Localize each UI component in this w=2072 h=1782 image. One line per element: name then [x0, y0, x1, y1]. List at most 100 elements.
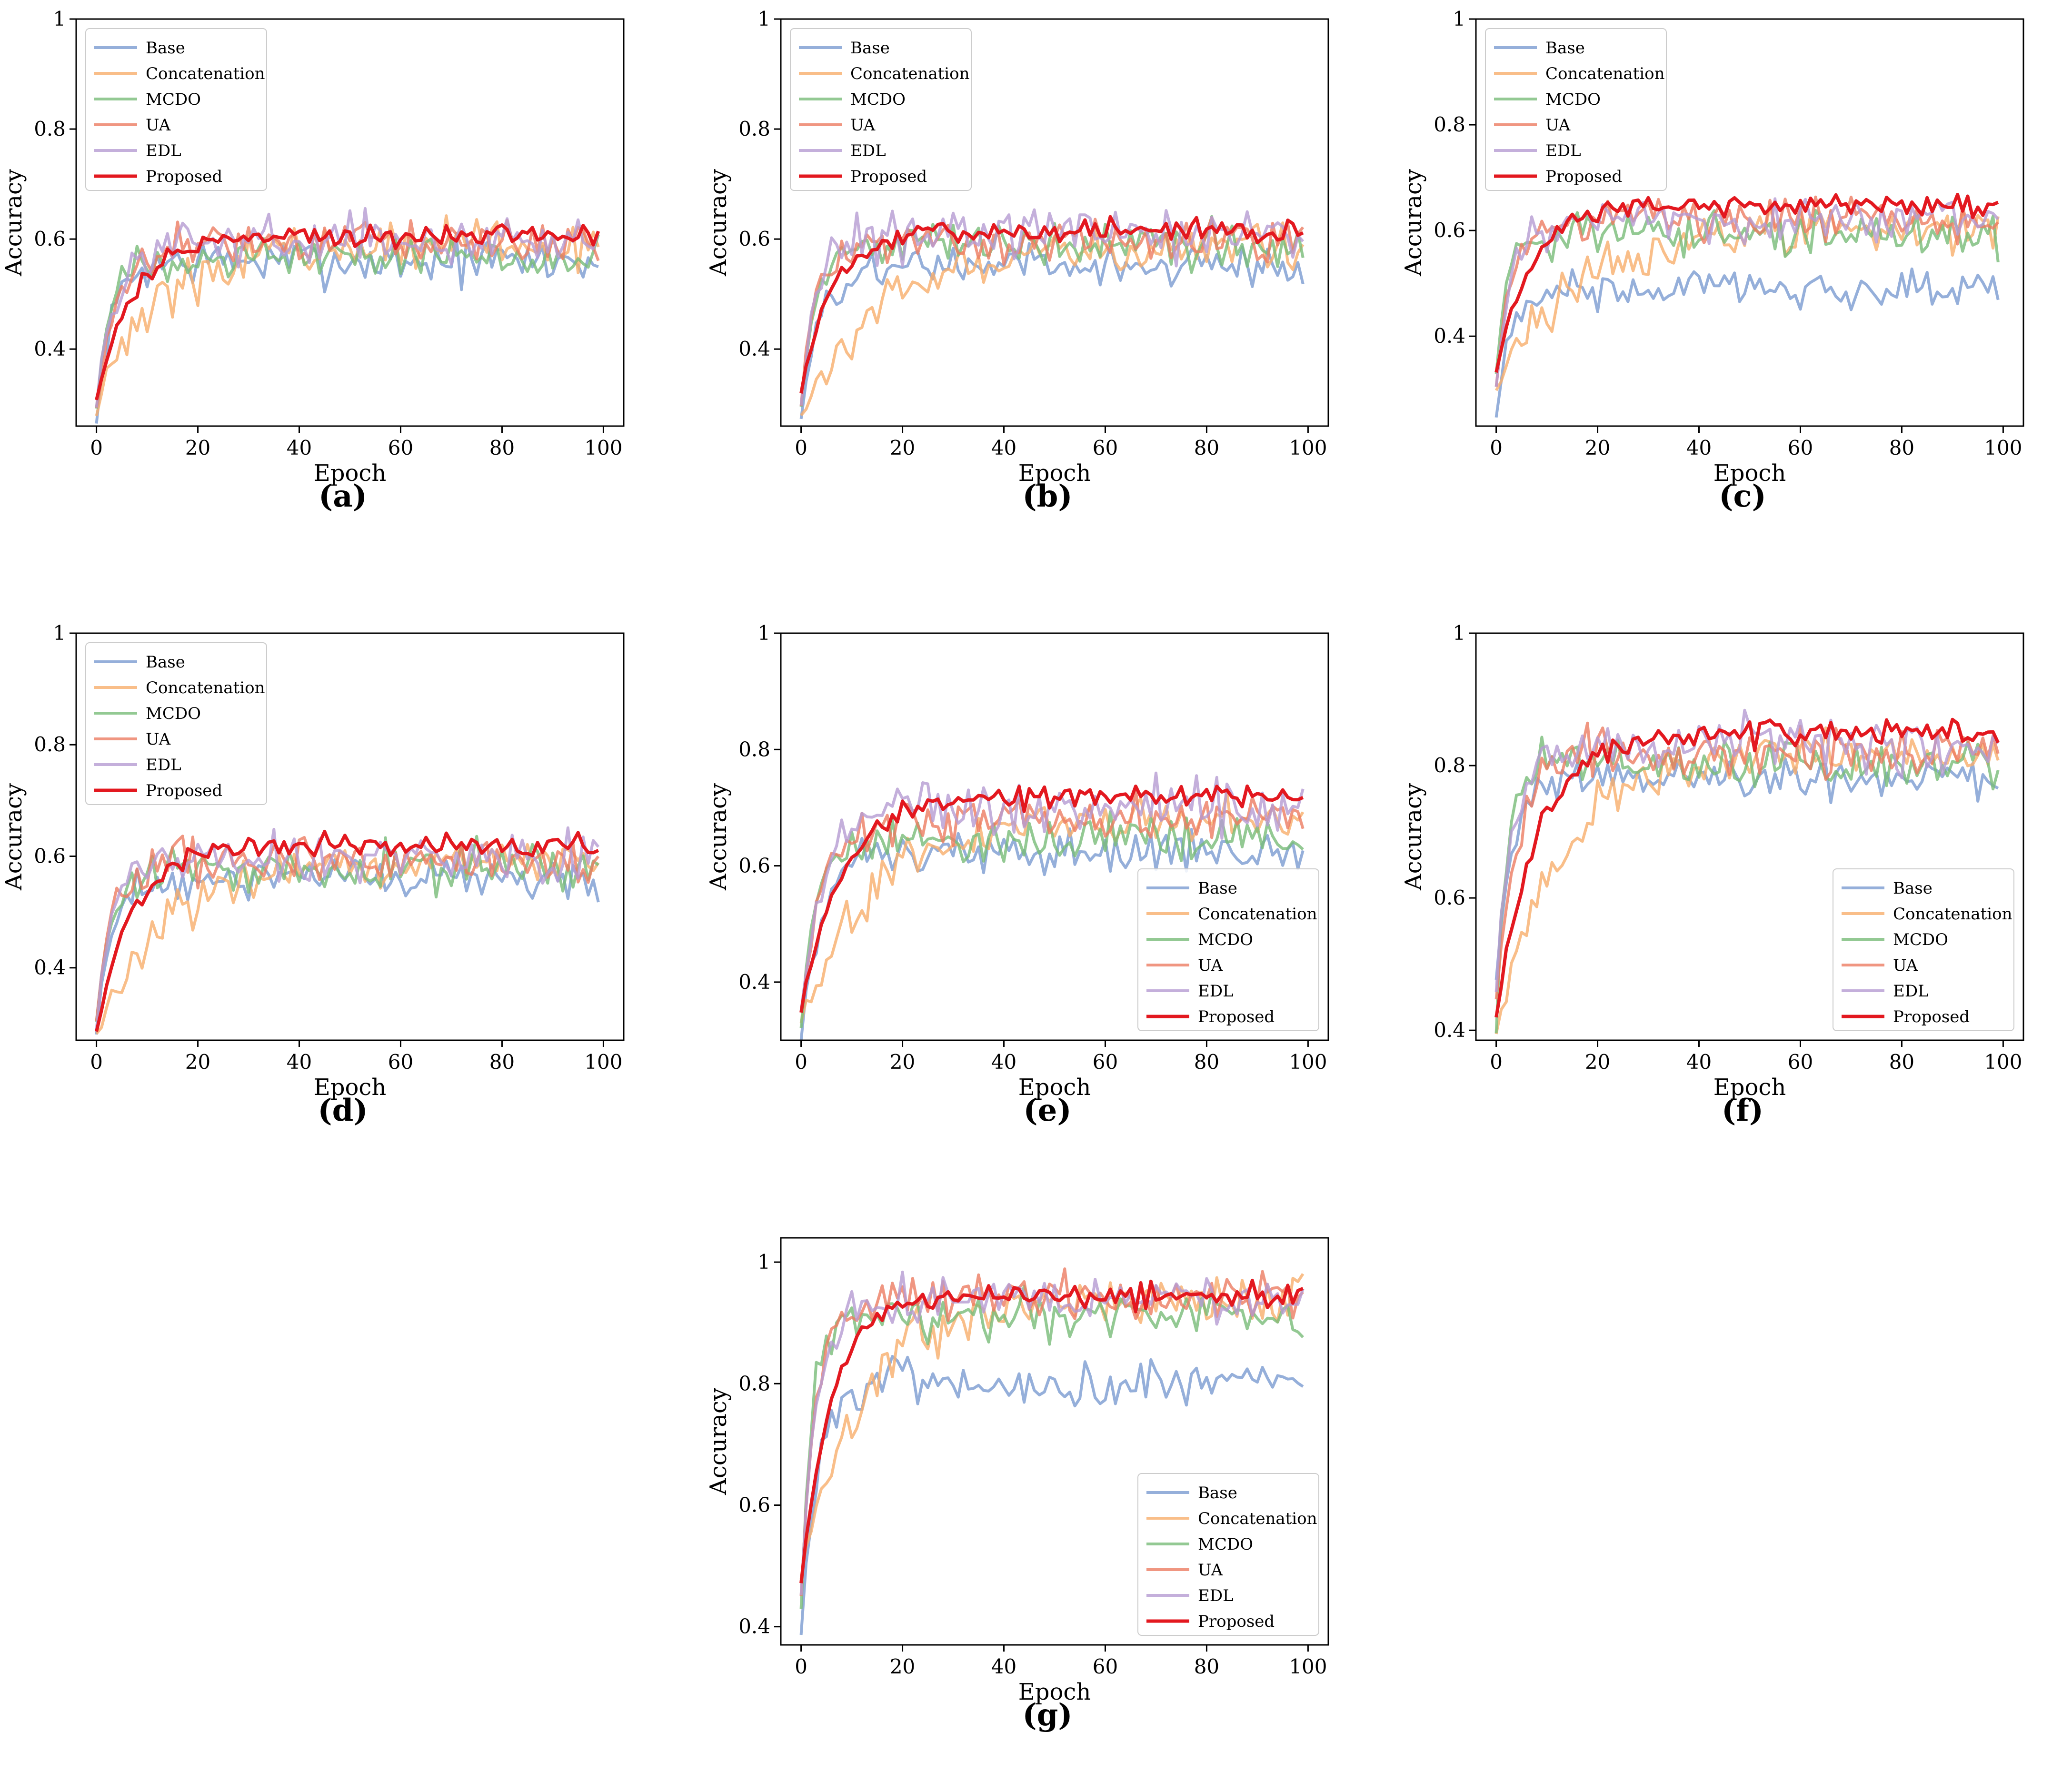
- chart-b-xtick-label: 20: [890, 436, 915, 459]
- chart-e-xtick-label: 80: [1194, 1050, 1219, 1074]
- chart-c-xtick-label: 20: [1585, 436, 1610, 459]
- chart-g-xtick-label: 0: [795, 1655, 807, 1678]
- chart-g-xtick-label: 80: [1194, 1655, 1219, 1678]
- chart-f-caption: (f): [1721, 1093, 1764, 1128]
- chart-d-series-proposed: [95, 829, 599, 1032]
- chart-a-legend-label-edl: EDL: [146, 141, 181, 160]
- chart-c-series-group: [1494, 193, 2000, 418]
- chart-a-series-group: [95, 207, 600, 424]
- chart-d-xtick-label: 20: [185, 1050, 210, 1074]
- chart-d-xtick-label: 100: [584, 1050, 622, 1074]
- chart-a-series-concatenation: [95, 214, 600, 417]
- chart-b-legend-label-base: Base: [850, 39, 890, 58]
- chart-f-ylabel: Accuracy: [1400, 783, 1427, 891]
- chart-g-legend-label-base: Base: [1198, 1483, 1237, 1503]
- chart-a-ylabel: Accuracy: [0, 169, 27, 277]
- chart-d-ylabel: Accuracy: [0, 783, 27, 891]
- chart-f-legend: Base Concatenation MCDO UA EDL Proposed: [1833, 868, 2014, 1031]
- chart-e-xtick-label: 40: [991, 1050, 1016, 1074]
- chart-f-xtick-label: 60: [1788, 1050, 1813, 1074]
- chart-a-legend-label-ua: UA: [146, 116, 171, 135]
- chart-d-series-base: [95, 857, 600, 1035]
- chart-g-legend-label-mcdo: MCDO: [1198, 1535, 1253, 1554]
- chart-b-series-proposed: [799, 215, 1304, 394]
- chart-panel-b: 0 20 40 60 80 100 0.4 0.6 0.8 1 Epoch Accuracy Base C…: [705, 0, 1390, 514]
- chart-c-xlabel: Epoch: [1713, 460, 1786, 487]
- chart-b-xtick-label: 60: [1093, 436, 1118, 459]
- chart-c-svg: 0 20 40 60 80 100 0.4 0.6 0.8 1 Epoch Accuracy Base C…: [1400, 7, 2024, 487]
- chart-b-xtick-label: 40: [991, 436, 1016, 459]
- chart-b-xtick-label: 80: [1194, 436, 1219, 459]
- chart-e-axes-frame: [780, 632, 1329, 1041]
- chart-c-xtick-label: 40: [1686, 436, 1712, 459]
- chart-d-xtick-label: 40: [287, 1050, 312, 1074]
- chart-panel-d: 0 20 40 60 80 100 0.4 0.6 0.8 1 Epoch Accuracy Base C…: [0, 614, 686, 1128]
- chart-e-xlabel: Epoch: [1018, 1074, 1091, 1101]
- chart-c-xtick-label: 60: [1788, 436, 1813, 459]
- chart-b-caption: (b): [1022, 478, 1073, 514]
- chart-a-ytick-label: 0.8: [34, 117, 66, 140]
- chart-b-ytick-label: 0.6: [738, 227, 770, 250]
- chart-d-xtick-label: 60: [388, 1050, 413, 1074]
- chart-e-svg: 0 20 40 60 80 100 0.4 0.6 0.8 1 Epoch Accuracy Base C…: [705, 621, 1329, 1101]
- chart-e-legend-label-proposed: Proposed: [1198, 1007, 1275, 1026]
- chart-e-legend: Base Concatenation MCDO UA EDL Proposed: [1137, 868, 1319, 1031]
- chart-a-xtick-label: 80: [489, 436, 515, 459]
- chart-a-ytick-label: 1: [53, 7, 66, 30]
- chart-a-legend: Base Concatenation MCDO UA EDL Proposed: [85, 28, 267, 191]
- chart-b-xtick-label: 0: [795, 436, 807, 459]
- chart-f-xlabel: Epoch: [1713, 1074, 1786, 1101]
- chart-b-legend: Base Concatenation MCDO UA EDL Proposed: [790, 28, 972, 191]
- chart-g-legend-label-ua: UA: [1198, 1561, 1223, 1580]
- chart-c-legend-label-proposed: Proposed: [1545, 167, 1622, 186]
- chart-c-ytick-label: 0.6: [1434, 219, 1465, 242]
- chart-c-legend-label-ua: UA: [1545, 116, 1571, 135]
- chart-g-xtick-label: 20: [890, 1655, 915, 1678]
- chart-c-legend-label-concatenation: Concatenation: [1545, 64, 1665, 83]
- chart-g-xtick-label: 100: [1289, 1655, 1327, 1678]
- chart-c-xtick-label: 100: [1984, 436, 2022, 459]
- chart-b-xtick-label: 100: [1289, 436, 1327, 459]
- chart-d-caption: (d): [318, 1093, 368, 1128]
- chart-g-series-base: [799, 1355, 1304, 1635]
- chart-panel-a: 0 20 40 60 80 100 0.4 0.6 0.8 1 Epoch Accuracy Base C…: [0, 0, 686, 514]
- chart-b-ytick-label: 1: [757, 7, 770, 30]
- chart-e-legend-label-edl: EDL: [1198, 982, 1234, 1001]
- chart-e-series-mcdo: [799, 810, 1304, 1028]
- chart-b-ylabel: Accuracy: [705, 169, 732, 277]
- chart-g-svg: 0 20 40 60 80 100 0.4 0.6 0.8 1 Epoch Accuracy Base C…: [705, 1237, 1329, 1705]
- chart-e-xtick-label: 60: [1093, 1050, 1118, 1074]
- chart-d-ytick-label: 0.8: [34, 733, 66, 756]
- chart-d-ytick-label: 0.6: [34, 844, 66, 867]
- chart-e-legend-label-ua: UA: [1198, 956, 1223, 975]
- chart-a-xtick-label: 100: [584, 436, 622, 459]
- chart-c-axes-frame: [1475, 18, 2024, 427]
- chart-f-ytick-label: 0.6: [1434, 886, 1465, 909]
- chart-a-series-proposed: [95, 223, 600, 400]
- chart-a-legend-label-proposed: Proposed: [146, 167, 222, 186]
- chart-e-xtick-label: 100: [1289, 1050, 1327, 1074]
- chart-f-svg: 0 20 40 60 80 100 0.4 0.6 0.8 1 Epoch Accuracy Base C…: [1400, 621, 2024, 1101]
- chart-g-ytick-label: 0.8: [738, 1372, 770, 1395]
- chart-d-svg: 0 20 40 60 80 100 0.4 0.6 0.8 1 Epoch Accuracy Base C…: [0, 621, 625, 1101]
- chart-b-svg: 0 20 40 60 80 100 0.4 0.6 0.8 1 Epoch Accuracy Base C…: [705, 7, 1329, 487]
- chart-a-series-edl: [95, 207, 600, 408]
- chart-f-ytick-label: 1: [1453, 621, 1465, 645]
- chart-b-legend-label-ua: UA: [850, 116, 876, 135]
- chart-d-legend-label-concatenation: Concatenation: [146, 678, 265, 697]
- chart-panel-g: 0 20 40 60 80 100 0.4 0.6 0.8 1 Epoch Accuracy Base C…: [705, 1219, 1390, 1733]
- chart-f-legend-label-ua: UA: [1893, 956, 1918, 975]
- chart-panel-c: 0 20 40 60 80 100 0.4 0.6 0.8 1 Epoch Accuracy Base C…: [1400, 0, 2072, 514]
- chart-e-series-edl: [799, 771, 1305, 1011]
- chart-a-xtick-label: 20: [185, 436, 210, 459]
- chart-c-ylabel: Accuracy: [1400, 169, 1427, 277]
- chart-a-ytick-label: 0.4: [34, 337, 66, 360]
- chart-d-xlabel: Epoch: [314, 1074, 386, 1101]
- chart-f-legend-label-proposed: Proposed: [1893, 1007, 1970, 1026]
- chart-e-series-base: [799, 827, 1305, 1041]
- chart-d-legend-label-edl: EDL: [146, 756, 181, 775]
- chart-g-xtick-label: 40: [991, 1655, 1016, 1678]
- chart-b-ytick-label: 0.4: [738, 337, 770, 360]
- chart-c-series-proposed: [1494, 193, 1999, 373]
- chart-e-legend-label-base: Base: [1198, 879, 1237, 898]
